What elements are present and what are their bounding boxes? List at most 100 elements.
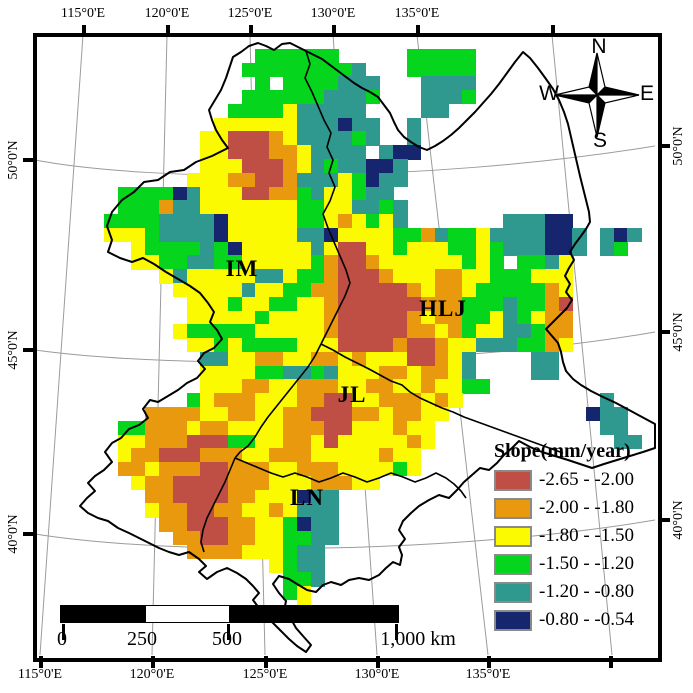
raster-cell (517, 255, 532, 270)
raster-cell (214, 517, 229, 532)
raster-cell (255, 200, 270, 215)
raster-cell (214, 544, 229, 560)
raster-cell (214, 407, 229, 422)
raster-cell (351, 241, 367, 257)
raster-cell (186, 172, 201, 188)
raster-cell (117, 227, 133, 243)
raster-cell (338, 296, 353, 312)
raster-cell (269, 145, 284, 160)
raster-cell (324, 269, 339, 284)
raster-cell (214, 200, 229, 215)
raster-cell (159, 186, 174, 201)
raster-cell (420, 365, 436, 381)
raster-cell (531, 296, 546, 312)
raster-cell (544, 351, 560, 367)
raster-cell (420, 90, 436, 105)
axis-tick (248, 25, 253, 37)
raster-cell (159, 420, 174, 436)
raster-cell (186, 503, 201, 518)
raster-cell (420, 269, 436, 284)
raster-cell (131, 214, 146, 229)
raster-cell (241, 296, 257, 312)
raster-cell (159, 448, 174, 463)
raster-cell (379, 296, 394, 312)
raster-cell (379, 241, 394, 257)
raster-cell (200, 159, 215, 174)
raster-cell (517, 227, 532, 243)
raster-cell (475, 227, 491, 243)
axis-label-top: 120°0'E (144, 6, 190, 21)
raster-cell (324, 393, 339, 408)
raster-cell (420, 324, 436, 339)
raster-cell (227, 324, 243, 339)
raster-cell (269, 62, 284, 77)
raster-cell (255, 434, 270, 449)
raster-cell (172, 255, 188, 270)
raster-cell (310, 420, 325, 436)
raster-cell (227, 241, 243, 257)
raster-cell (503, 296, 518, 312)
raster-cell (462, 365, 477, 381)
raster-cell (269, 241, 284, 257)
raster-cell (310, 131, 325, 146)
raster-cell (255, 296, 270, 312)
raster-cell (241, 145, 257, 160)
raster-cell (214, 283, 229, 298)
raster-cell (365, 227, 381, 243)
raster-cell (338, 214, 353, 229)
raster-cell (351, 393, 367, 408)
raster-cell (407, 448, 422, 463)
raster-cell (255, 338, 270, 353)
raster-cell (227, 296, 243, 312)
raster-cell (200, 407, 215, 422)
raster-cell (145, 186, 160, 201)
raster-cell (365, 448, 381, 463)
raster-cell (131, 227, 146, 243)
raster-cell (351, 420, 367, 436)
raster-cell (214, 214, 229, 229)
raster-cell (407, 296, 422, 312)
raster-cell (462, 296, 477, 312)
raster-cell (489, 241, 505, 257)
raster-cell (310, 159, 325, 174)
legend-entry: -1.20 - -0.80 (494, 581, 634, 603)
raster-cell (407, 255, 422, 270)
raster-cell (489, 296, 505, 312)
axis-label-left: 50°0'N (6, 140, 21, 180)
raster-cell (420, 103, 436, 119)
raster-cell (172, 186, 188, 201)
raster-cell (255, 324, 270, 339)
raster-cell (434, 338, 449, 353)
raster-cell (283, 145, 298, 160)
raster-cell (145, 434, 160, 449)
raster-cell (145, 475, 160, 491)
scale-bar-segment (61, 606, 146, 622)
raster-cell (227, 393, 243, 408)
raster-cell (351, 76, 367, 91)
raster-cell (379, 407, 394, 422)
raster-cell (283, 393, 298, 408)
raster-cell (283, 420, 298, 436)
raster-cell (159, 434, 174, 449)
raster-cell (214, 393, 229, 408)
raster-cell (393, 214, 408, 229)
raster-cell (296, 200, 312, 215)
raster-cell (227, 269, 243, 284)
raster-cell (145, 214, 160, 229)
raster-cell (379, 434, 394, 449)
raster-cell (214, 503, 229, 518)
raster-cell (145, 503, 160, 518)
raster-cell (186, 214, 201, 229)
raster-cell (489, 324, 505, 339)
raster-cell (338, 200, 353, 215)
raster-cell (544, 214, 560, 229)
province-label-im: IM (225, 256, 259, 281)
raster-cell (255, 145, 270, 160)
raster-cell (296, 475, 312, 491)
axis-label-left: 40°0'N (6, 514, 21, 554)
raster-cell (503, 214, 518, 229)
raster-cell (351, 186, 367, 201)
raster-cell (186, 407, 201, 422)
raster-cell (269, 324, 284, 339)
